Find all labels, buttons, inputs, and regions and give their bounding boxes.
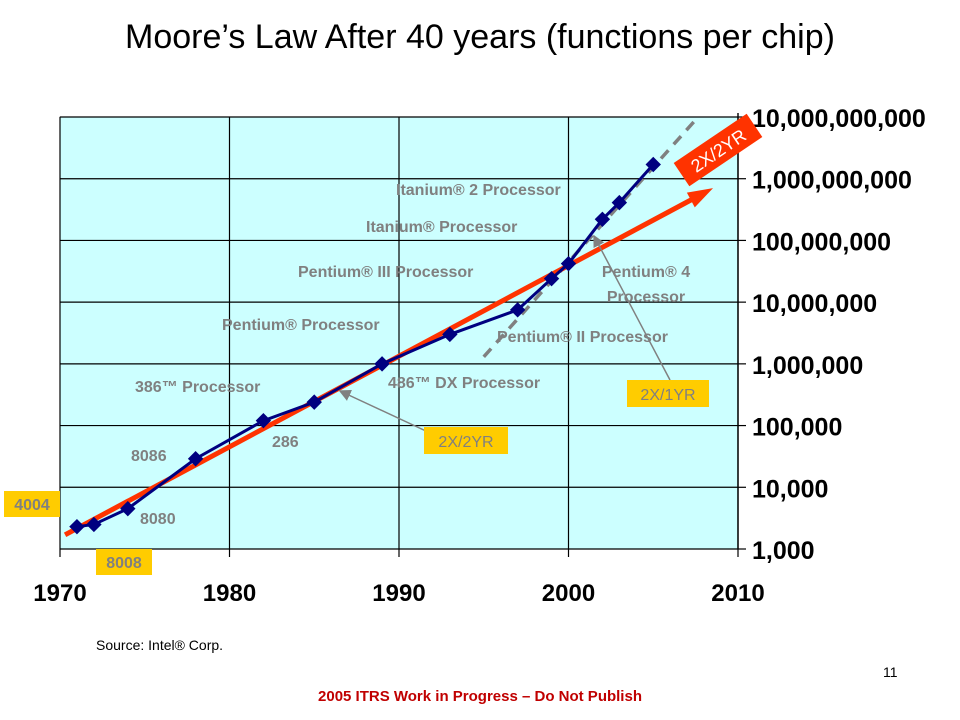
data-point [374,356,390,372]
data-point [306,394,322,410]
x-tick-label: 1990 [372,580,425,607]
data-point [509,302,526,318]
data-point [645,156,661,173]
data-point [69,518,85,535]
data-point [86,516,102,533]
leader-line-2x2yr [338,389,429,433]
footer-note: 2005 ITRS Work in Progress – Do Not Publ… [318,688,642,705]
point-label: Itanium® 2 Processor [396,182,561,199]
point-label: 8086 [131,448,167,465]
leader-line-2x1yr [593,234,671,381]
point-label: 386™ Processor [135,379,260,396]
point-label: Pentium® II Processor [497,329,668,346]
annotation-text-2x2yr: 2X/2YR [438,434,493,451]
x-tick-label: 1980 [203,580,256,607]
data-point [442,326,458,343]
y-tick-label: 10,000,000,000 [752,105,926,133]
source-note: Source: Intel® Corp. [96,637,224,653]
point-label: 8008 [106,555,142,572]
trend-arrowhead [686,188,714,208]
annotation-box-2x2yr [424,427,508,454]
annotation-box-2x1yr [627,380,709,407]
data-point [255,412,272,429]
point-label: Pentium® 4 [602,264,690,281]
point-label-box [96,549,152,575]
point-label: 486™ DX Processor [388,375,540,392]
data-point [594,211,611,228]
point-label: Pentium® III Processor [298,264,473,281]
y-tick-label: 100,000,000 [752,228,891,256]
y-tick-label: 1,000 [752,537,815,565]
data-point [560,255,577,272]
y-tick-label: 10,000,000 [752,290,877,318]
data-point [120,500,136,517]
point-label: 286 [272,434,299,451]
y-tick-label: 10,000 [752,475,828,503]
page-number: 11 [883,664,898,680]
slide-title: Moore’s Law After 40 years (functions pe… [125,18,835,56]
trend-label-box [673,113,763,187]
data-point [611,194,628,211]
annotation-text-2x1yr: 2X/1YR [640,387,695,404]
point-label: 8080 [140,511,176,528]
data-point [543,270,560,287]
x-tick-label: 2000 [542,580,595,607]
x-tick-label: 1970 [33,580,86,607]
point-label: Itanium® Processor [366,219,517,236]
y-tick-label: 1,000,000 [752,352,863,380]
point-label: Processor [607,289,685,306]
x-tick-label: 2010 [711,580,764,607]
point-label-box [4,491,60,517]
point-label: 4004 [14,497,50,514]
point-label: Pentium® Processor [222,317,380,334]
series-line [76,163,655,529]
data-point [187,451,204,467]
y-tick-label: 100,000 [752,414,842,442]
y-tick-label: 1,000,000,000 [752,167,912,195]
